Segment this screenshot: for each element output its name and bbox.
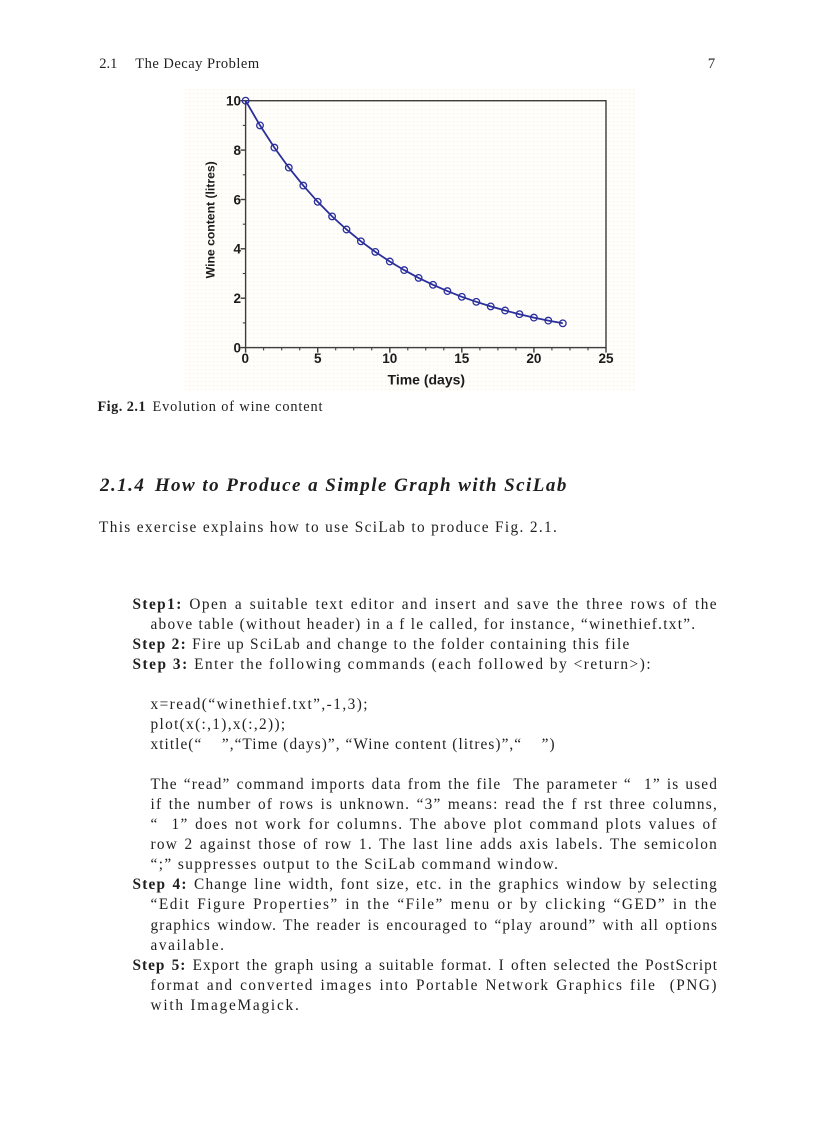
svg-text:25: 25 xyxy=(598,351,614,366)
svg-text:2: 2 xyxy=(233,291,241,306)
svg-text:5: 5 xyxy=(314,351,322,366)
svg-text:10: 10 xyxy=(382,351,397,366)
svg-text:15: 15 xyxy=(454,351,470,366)
svg-text:4: 4 xyxy=(233,242,241,257)
svg-text:0: 0 xyxy=(233,340,241,355)
svg-text:8: 8 xyxy=(233,143,241,158)
svg-text:10: 10 xyxy=(226,94,241,109)
svg-text:Wine content (litres): Wine content (litres) xyxy=(204,161,218,278)
svg-text:6: 6 xyxy=(233,192,241,207)
svg-text:Time (days): Time (days) xyxy=(388,372,466,388)
svg-text:0: 0 xyxy=(242,351,250,366)
svg-text:20: 20 xyxy=(526,351,541,366)
